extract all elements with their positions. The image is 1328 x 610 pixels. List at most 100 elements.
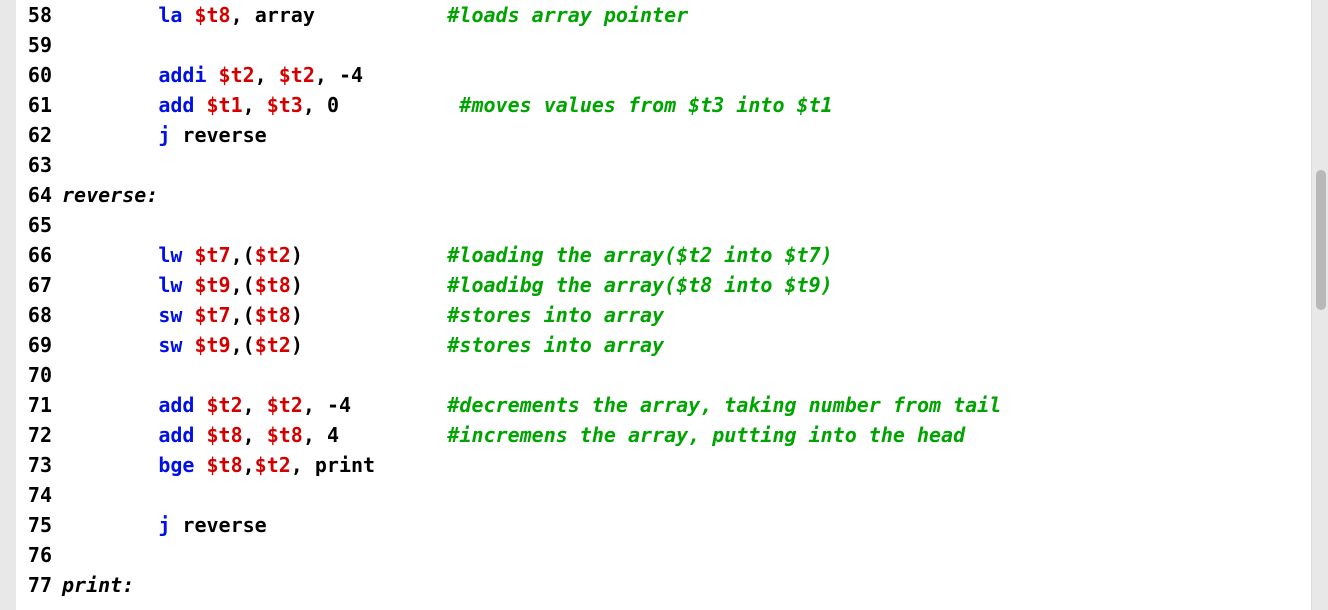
token-punct: , xyxy=(243,93,267,117)
code-line[interactable] xyxy=(62,30,1311,60)
token-num: -4 xyxy=(327,393,351,417)
code-line[interactable]: addi $t2, $t2, -4 xyxy=(62,60,1311,90)
line-number: 66 xyxy=(16,240,52,270)
code-line[interactable]: add $t2, $t2, -4 #decrements the array, … xyxy=(62,390,1311,420)
token-punct: , xyxy=(291,453,315,477)
scrollbar-thumb[interactable] xyxy=(1316,170,1326,310)
code-line[interactable] xyxy=(62,540,1311,570)
token-instr: j xyxy=(158,513,170,537)
token-reg: $t2 xyxy=(219,63,255,87)
line-number: 68 xyxy=(16,300,52,330)
token-comment: #moves values from $t3 into $t1 xyxy=(459,93,832,117)
token-label: reverse: xyxy=(62,183,158,207)
line-number: 64 xyxy=(16,180,52,210)
token-reg: $t8 xyxy=(207,453,243,477)
token-reg: $t2 xyxy=(267,393,303,417)
code-line[interactable]: print: xyxy=(62,570,1311,600)
token-punct: , xyxy=(315,63,339,87)
line-number: 69 xyxy=(16,330,52,360)
token-punct: ,( xyxy=(231,273,255,297)
line-number-gutter: 5859606162636465666768697071727374757677 xyxy=(16,0,62,610)
code-line[interactable]: j reverse xyxy=(62,510,1311,540)
token-reg: $t1 xyxy=(207,93,243,117)
line-number: 72 xyxy=(16,420,52,450)
code-line[interactable] xyxy=(62,360,1311,390)
code-line[interactable]: j reverse xyxy=(62,120,1311,150)
token-punct: , xyxy=(231,3,255,27)
token-reg: $t8 xyxy=(255,303,291,327)
token-reg: $t2 xyxy=(255,333,291,357)
token-reg: $t2 xyxy=(255,243,291,267)
token-punct: ,( xyxy=(231,333,255,357)
token-reg: $t8 xyxy=(255,273,291,297)
line-number: 62 xyxy=(16,120,52,150)
token-num: 0 xyxy=(327,93,339,117)
token-comment: #loads array pointer xyxy=(447,3,688,27)
token-comment: #decrements the array, taking number fro… xyxy=(447,393,1001,417)
line-number: 67 xyxy=(16,270,52,300)
token-comment: #incremens the array, putting into the h… xyxy=(447,423,965,447)
line-number: 61 xyxy=(16,90,52,120)
token-reg: $t8 xyxy=(194,3,230,27)
token-punct: , xyxy=(243,423,267,447)
token-reg: $t8 xyxy=(207,423,243,447)
line-number: 71 xyxy=(16,390,52,420)
code-line[interactable]: add $t1, $t3, 0 #moves values from $t3 i… xyxy=(62,90,1311,120)
code-line[interactable]: lw $t7,($t2) #loading the array($t2 into… xyxy=(62,240,1311,270)
token-punct: , xyxy=(303,423,327,447)
line-number: 60 xyxy=(16,60,52,90)
token-comment: #loadibg the array($t8 into $t9) xyxy=(447,273,832,297)
line-number: 63 xyxy=(16,150,52,180)
token-comment: #loading the array($t2 into $t7) xyxy=(447,243,832,267)
token-punct: ) xyxy=(291,333,303,357)
code-line[interactable]: reverse: xyxy=(62,180,1311,210)
token-punct: ,( xyxy=(231,243,255,267)
token-punct: ) xyxy=(291,273,303,297)
token-comment: #stores into array xyxy=(447,333,664,357)
token-instr: sw xyxy=(158,333,182,357)
token-punct: , xyxy=(243,393,267,417)
code-line[interactable] xyxy=(62,150,1311,180)
token-num: -4 xyxy=(339,63,363,87)
line-number: 76 xyxy=(16,540,52,570)
line-number: 75 xyxy=(16,510,52,540)
token-punct: , xyxy=(255,63,279,87)
token-punct: ) xyxy=(291,243,303,267)
token-reg: $t2 xyxy=(279,63,315,87)
line-number: 65 xyxy=(16,210,52,240)
code-line[interactable] xyxy=(62,480,1311,510)
token-instr: la xyxy=(158,3,182,27)
code-editor[interactable]: 5859606162636465666768697071727374757677… xyxy=(16,0,1312,610)
token-instr: add xyxy=(158,93,194,117)
token-reg: $t9 xyxy=(194,333,230,357)
token-punct: , xyxy=(303,93,327,117)
token-instr: lw xyxy=(158,273,182,297)
code-line[interactable]: bge $t8,$t2, print xyxy=(62,450,1311,480)
code-line[interactable] xyxy=(62,210,1311,240)
token-instr: lw xyxy=(158,243,182,267)
code-line[interactable]: lw $t9,($t8) #loadibg the array($t8 into… xyxy=(62,270,1311,300)
token-instr: addi xyxy=(158,63,206,87)
token-comment: #stores into array xyxy=(447,303,664,327)
token-reg: $t2 xyxy=(207,393,243,417)
token-reg: $t8 xyxy=(267,423,303,447)
line-number: 73 xyxy=(16,450,52,480)
token-label: print: xyxy=(62,573,134,597)
line-number: 59 xyxy=(16,30,52,60)
token-num: 4 xyxy=(327,423,339,447)
token-reg: $t9 xyxy=(194,273,230,297)
token-instr: bge xyxy=(158,453,194,477)
token-reg: $t7 xyxy=(194,243,230,267)
code-line[interactable]: add $t8, $t8, 4 #incremens the array, pu… xyxy=(62,420,1311,450)
token-punct: ) xyxy=(291,303,303,327)
token-punct: , xyxy=(243,453,255,477)
line-number: 77 xyxy=(16,570,52,600)
token-instr: add xyxy=(158,393,194,417)
code-line[interactable]: la $t8, array #loads array pointer xyxy=(62,0,1311,30)
code-area[interactable]: la $t8, array #loads array pointer addi … xyxy=(62,0,1311,610)
token-instr: add xyxy=(158,423,194,447)
line-number: 58 xyxy=(16,0,52,30)
code-line[interactable]: sw $t9,($t2) #stores into array xyxy=(62,330,1311,360)
token-reg: $t2 xyxy=(255,453,291,477)
code-line[interactable]: sw $t7,($t8) #stores into array xyxy=(62,300,1311,330)
